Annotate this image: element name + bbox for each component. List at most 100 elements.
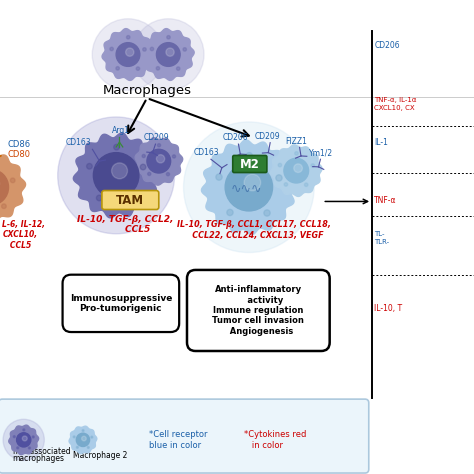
Text: TAM: TAM	[116, 193, 145, 207]
Circle shape	[23, 429, 25, 431]
Circle shape	[157, 144, 161, 147]
Text: IL-1: IL-1	[374, 138, 388, 146]
Circle shape	[32, 436, 34, 438]
Text: Ym1/2: Ym1/2	[310, 148, 333, 157]
Circle shape	[276, 175, 282, 181]
Text: CD163: CD163	[65, 138, 91, 147]
Text: IL-10, TGF-β, CCL2,
        CCL5: IL-10, TGF-β, CCL2, CCL5	[77, 215, 174, 234]
Circle shape	[126, 48, 134, 56]
Circle shape	[87, 164, 92, 169]
Circle shape	[22, 436, 27, 441]
Polygon shape	[9, 425, 38, 455]
Text: Macrophage 2: Macrophage 2	[73, 451, 128, 459]
Circle shape	[147, 149, 171, 173]
Circle shape	[114, 145, 119, 150]
Polygon shape	[135, 138, 182, 185]
Text: CD206: CD206	[223, 133, 248, 142]
Circle shape	[3, 419, 45, 461]
Circle shape	[1, 204, 6, 209]
Circle shape	[110, 47, 113, 51]
Circle shape	[76, 447, 78, 448]
Circle shape	[17, 447, 19, 449]
Circle shape	[127, 36, 130, 39]
Circle shape	[244, 174, 261, 191]
Polygon shape	[73, 133, 159, 218]
Circle shape	[278, 164, 282, 167]
Text: CD209: CD209	[144, 133, 169, 142]
Circle shape	[227, 210, 233, 216]
Polygon shape	[142, 28, 194, 81]
Text: CD86: CD86	[7, 140, 30, 149]
Text: CD163: CD163	[193, 148, 219, 157]
Circle shape	[225, 164, 273, 211]
Circle shape	[96, 195, 102, 201]
Text: macrophages: macrophages	[12, 455, 64, 463]
FancyBboxPatch shape	[63, 275, 179, 332]
Circle shape	[150, 47, 154, 51]
Text: Macrophages: Macrophages	[102, 84, 191, 97]
Text: TL-: TL-	[374, 231, 385, 237]
Circle shape	[133, 19, 204, 90]
Circle shape	[142, 155, 146, 158]
Circle shape	[76, 433, 90, 447]
Circle shape	[91, 436, 93, 438]
Circle shape	[264, 210, 270, 216]
Circle shape	[13, 436, 15, 438]
Text: CD209: CD209	[255, 132, 281, 141]
Circle shape	[284, 183, 288, 186]
Circle shape	[116, 67, 119, 70]
Circle shape	[17, 433, 31, 447]
Circle shape	[93, 153, 139, 198]
Circle shape	[58, 117, 174, 234]
Circle shape	[166, 48, 174, 56]
Text: TLR-: TLR-	[374, 239, 390, 245]
Text: Immunosuppressive
Pro-tumorigenic: Immunosuppressive Pro-tumorigenic	[70, 294, 172, 313]
Text: Arg1: Arg1	[112, 126, 130, 135]
Text: *Cytokines red: *Cytokines red	[244, 430, 307, 439]
Text: IL-10, TGF-β, CCL1, CCL17, CCL18,
   CCL22, CCL24, CXCL13, VEGF: IL-10, TGF-β, CCL1, CCL17, CCL18, CCL22,…	[177, 220, 330, 239]
Circle shape	[156, 155, 165, 163]
Polygon shape	[69, 426, 97, 454]
FancyBboxPatch shape	[187, 270, 330, 351]
Circle shape	[140, 164, 146, 170]
Circle shape	[167, 36, 170, 39]
Circle shape	[143, 48, 146, 51]
Text: IL-10, T: IL-10, T	[374, 304, 402, 312]
Circle shape	[295, 152, 298, 155]
Circle shape	[136, 67, 140, 70]
Polygon shape	[271, 145, 322, 196]
Text: FIZZ1: FIZZ1	[285, 137, 307, 146]
Text: CD80: CD80	[7, 150, 30, 158]
Text: L-6, IL-12,
CXCL10,
   CCL5: L-6, IL-12, CXCL10, CCL5	[2, 220, 46, 249]
Text: ∿∿∿: ∿∿∿	[231, 183, 262, 196]
Text: Anti-inflammatory
     activity
Immune regulation
Tumor cell invasion
  Angiogen: Anti-inflammatory activity Immune regula…	[212, 285, 304, 336]
Circle shape	[183, 48, 186, 51]
Circle shape	[176, 67, 180, 70]
FancyBboxPatch shape	[0, 399, 369, 473]
Circle shape	[304, 183, 308, 186]
Text: in color: in color	[244, 441, 283, 450]
Circle shape	[156, 43, 180, 66]
Circle shape	[183, 122, 314, 253]
Circle shape	[111, 163, 128, 179]
Circle shape	[148, 173, 151, 175]
Circle shape	[311, 164, 314, 167]
Circle shape	[129, 196, 135, 201]
Circle shape	[294, 164, 302, 173]
Circle shape	[116, 43, 140, 66]
Text: M2: M2	[240, 157, 260, 171]
Text: TNF-α, IL-1α: TNF-α, IL-1α	[374, 97, 417, 102]
Circle shape	[10, 178, 15, 182]
Circle shape	[216, 174, 222, 180]
Circle shape	[166, 173, 170, 176]
Text: CD206: CD206	[374, 41, 400, 49]
Polygon shape	[0, 152, 26, 222]
Text: blue in color: blue in color	[149, 441, 201, 450]
Text: *Cell receptor: *Cell receptor	[149, 430, 208, 439]
Text: mor-associated: mor-associated	[12, 447, 71, 456]
Circle shape	[82, 436, 86, 441]
Circle shape	[246, 153, 253, 159]
Circle shape	[156, 67, 160, 70]
Text: CXCL10, CX: CXCL10, CX	[374, 105, 415, 110]
Circle shape	[28, 447, 30, 449]
